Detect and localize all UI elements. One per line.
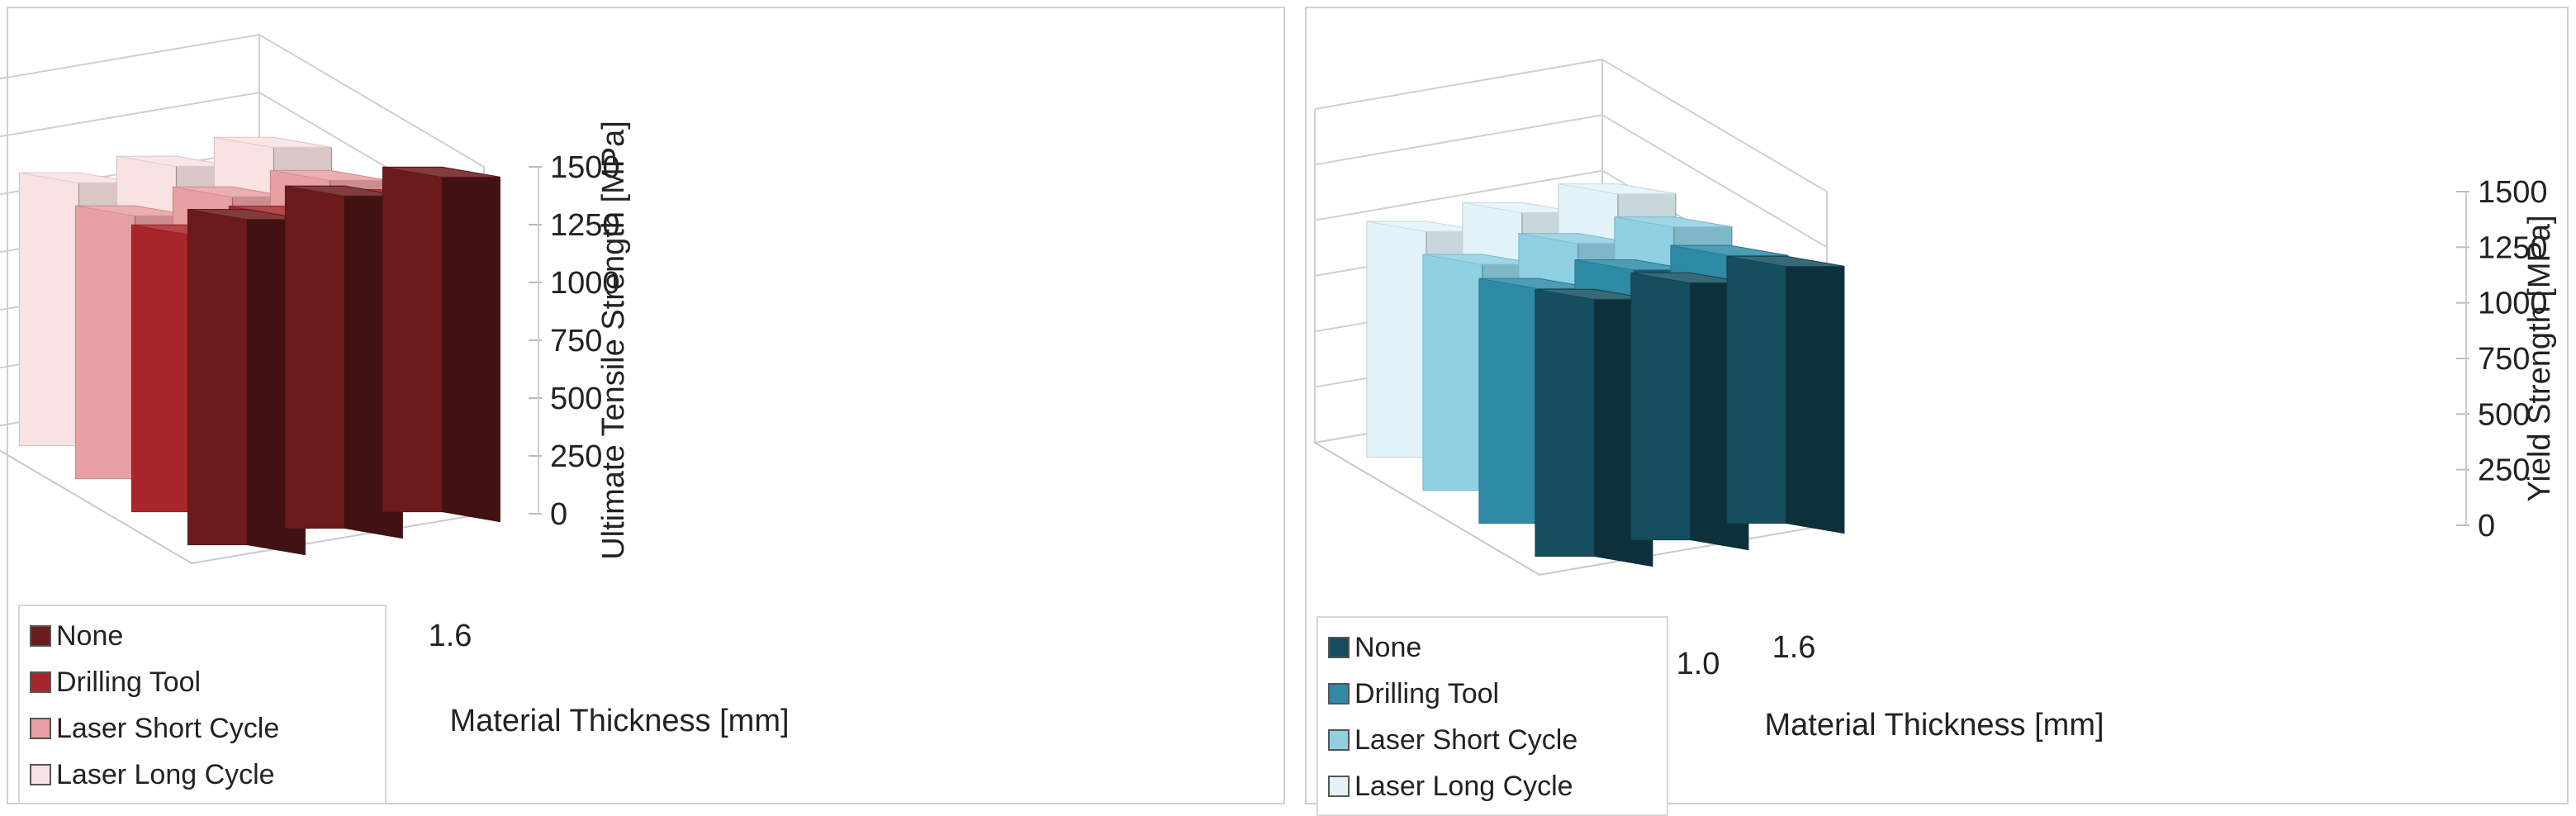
legend-swatch-drilling-tool [30,671,51,693]
bar-front [1422,254,1483,491]
bars [1366,183,1845,567]
bar-top [382,166,500,178]
bar-front [1366,221,1427,458]
legend-label: Drilling Tool [56,666,202,698]
legend-label: Drilling Tool [1354,677,1500,709]
bar-side [441,166,500,523]
bars [18,136,500,556]
legend-item-none: None [1328,624,1658,671]
legend-item-laser-long-cycle: Laser Long Cycle [30,752,377,798]
gridline [1314,58,1828,192]
bar [1726,255,1845,534]
legend-swatch-laser-short-cycle [1328,729,1350,751]
bar-top [214,136,332,148]
y-axis: 0 250 500 750 1000 1250 1500 [2456,175,2548,543]
x-tick-label: 1.0 [1677,647,1720,681]
legend-label: None [56,619,124,652]
y-axis: 0 250 500 750 1000 1250 1500 [529,150,620,532]
legend-item-laser-short-cycle: Laser Short Cycle [30,705,377,752]
x-tick-label: 1.6 [1772,630,1816,665]
legend-swatch-laser-long-cycle [30,764,51,785]
bar-top [1726,255,1844,267]
legend-item-laser-short-cycle: Laser Short Cycle [1328,717,1658,763]
yield-3d-bar-chart: 0 250 500 750 1000 1250 1500 Yield Strength [MP… [1312,58,2557,742]
x-axis-title: Material Thickness [mm] [449,704,789,738]
bar-top [1614,216,1732,228]
bar-top [1558,183,1676,195]
y-tick-label: 500 [550,382,602,416]
y-tick-label: 1000 [550,266,620,301]
legend-item-drilling-tool: Drilling Tool [30,659,377,705]
y-tick-label: 250 [2478,453,2530,488]
y-tick-label: 250 [550,439,602,474]
uts-chart-panel: 0 250 500 750 1000 1250 1500 Ultimate Tensile S… [0,7,1285,804]
legend-label: Laser Short Cycle [1354,723,1578,756]
y-tick-label: 1500 [2478,175,2548,210]
bar-front [18,172,79,447]
bar-front [284,185,345,529]
bar-front [1478,278,1539,524]
legend-swatch-laser-short-cycle [30,718,51,739]
legend-label: Laser Long Cycle [56,758,275,790]
y-tick-label: 0 [550,497,567,532]
y-tick-label: 1250 [550,208,620,243]
bar-front [382,166,443,513]
y-tick-label: 500 [2478,397,2530,432]
bar-front [1630,272,1691,541]
legend-swatch-none [30,625,51,647]
bar-front [1726,255,1787,524]
bar-side [1786,255,1845,534]
x-axis-title: Material Thickness [mm] [1764,708,2104,742]
bar-top [1670,244,1788,256]
legend-swatch-laser-long-cycle [1328,776,1350,797]
legend-swatch-none [1328,637,1350,658]
uts-legend: None Drilling Tool Laser Short Cycle Las… [18,605,387,804]
legend-label: Laser Short Cycle [56,712,280,744]
y-tick-label: 0 [2478,509,2495,543]
legend-item-none: None [30,613,377,659]
bar-front [130,224,192,513]
y-tick-label: 750 [550,324,602,358]
y-tick-label: 1000 [2478,287,2548,321]
y-tick-label: 750 [2478,342,2530,377]
bar [382,166,500,523]
legend-label: None [1354,631,1422,663]
x-tick-label: 1.6 [429,619,472,653]
yield-legend: None Drilling Tool Laser Short Cycle Las… [1316,616,1668,816]
y-tick-label: 1500 [550,150,620,185]
legend-item-laser-long-cycle: Laser Long Cycle [1328,763,1658,809]
y-axis-title: Ultimate Tensile Strength [MPa] [596,121,631,560]
y-axis-title: Yield Strength [MPa] [2522,215,2557,501]
bar-front [74,205,135,480]
yield-chart-panel: 0 250 500 750 1000 1250 1500 Yield Strength [MP… [1305,7,2569,816]
y-tick-label: 1250 [2478,230,2548,265]
legend-label: Laser Long Cycle [1354,770,1573,802]
legend-swatch-drilling-tool [1328,683,1350,705]
bar-front [1535,288,1596,557]
bar-front [187,209,248,546]
legend-item-drilling-tool: Drilling Tool [1328,671,1658,717]
